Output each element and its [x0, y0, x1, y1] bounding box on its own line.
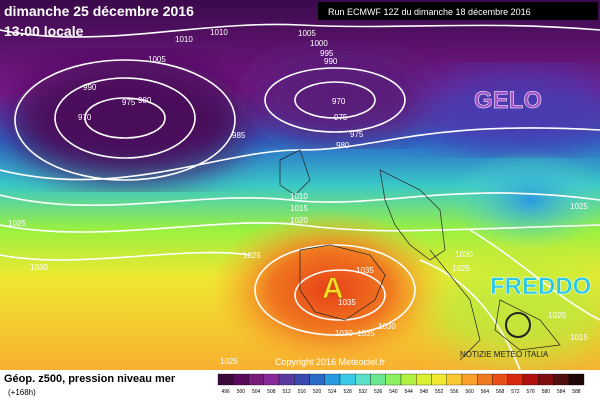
colorbar-swatch: [522, 373, 539, 386]
isobar-label: 1030: [335, 329, 353, 338]
isobar-label: 1005: [298, 29, 316, 38]
map-background: [0, 0, 600, 370]
logo: [505, 312, 531, 338]
footer-lead: (+168h): [8, 388, 36, 397]
colorbar-label: 504: [252, 389, 261, 395]
isobar-label: 1010: [290, 192, 308, 201]
colorbar-label: 564: [481, 389, 490, 395]
isobar-label: 970: [332, 97, 346, 106]
isobar-label: 975: [350, 130, 364, 139]
isobar-label: 1035: [357, 329, 375, 338]
colorbar-swatch: [324, 373, 341, 386]
colorbar-swatch: [568, 373, 585, 386]
colorbar-swatch: [248, 373, 264, 386]
colorbar-swatch: [385, 373, 402, 386]
isobar-label: 1010: [175, 35, 193, 44]
isobar-label: 1020: [548, 311, 566, 320]
isobar-label: 1030: [378, 322, 396, 331]
isobar-label: 975: [122, 98, 136, 107]
time: 13:00 locale: [4, 23, 84, 39]
isobar-label: 1020: [290, 216, 308, 225]
colorbar-swatch: [355, 373, 371, 386]
isobar-label: 1015: [290, 204, 308, 213]
colorbar-swatch: [400, 373, 417, 386]
colorbar-label: 524: [328, 389, 337, 395]
isobar-label: 980: [138, 96, 152, 105]
isobar-label: 975: [334, 113, 348, 122]
colorbar-swatch: [233, 373, 249, 386]
colorbar-swatch: [507, 373, 524, 386]
colorbar-label: 576: [526, 389, 535, 395]
colorbar-label: 544: [404, 389, 413, 395]
gelo-label: GELO: [474, 87, 542, 114]
isobar-label: 1025: [220, 357, 238, 366]
freddo-label: FREDDO: [490, 273, 591, 300]
colorbar-swatch: [446, 373, 463, 386]
brand: NOTIZIE METEO ITALIA: [460, 350, 549, 359]
isobar-label: 1030: [455, 250, 473, 259]
colorbar-label: 588: [572, 389, 581, 395]
isobar-label: 1010: [210, 28, 228, 37]
colorbar-swatch: [278, 373, 295, 386]
colorbar-label: 532: [359, 389, 368, 395]
colorbar-label: 496: [221, 389, 230, 395]
colorbar-label: 568: [496, 389, 505, 395]
isobar-label: 980: [336, 141, 350, 150]
colorbar-swatch: [370, 373, 386, 386]
colorbar-swatch: [339, 373, 356, 386]
colorbar-label: 580: [542, 389, 551, 395]
colorbar-label: 556: [450, 389, 459, 395]
isobar-label: 1025: [243, 251, 261, 260]
date: dimanche 25 décembre 2016: [4, 3, 194, 19]
isobar-label: 1035: [356, 266, 374, 275]
colorbar-label: 560: [465, 389, 474, 395]
colorbar-label: 520: [313, 389, 322, 395]
isobar-label: 1005: [148, 55, 166, 64]
footer-title: Géop. z500, pression niveau mer: [4, 373, 176, 385]
colorbar-label: 500: [237, 389, 246, 395]
colorbar-label: 536: [374, 389, 383, 395]
isobar-label: 985: [232, 131, 246, 140]
colorbar-label: 512: [282, 389, 291, 395]
isobar-label: 1000: [310, 39, 328, 48]
isobar-label: 1030: [30, 263, 48, 272]
isobar-label: 1025: [8, 219, 26, 228]
colorbar-swatch: [263, 373, 280, 386]
isobar-label: 970: [78, 113, 92, 122]
colorbar-label: 584: [557, 389, 566, 395]
colorbar-label: 548: [420, 389, 429, 395]
colorbar: 496 500 504 508 512 516 520 524 528 532 536 540 544 5…: [217, 373, 585, 395]
colorbar-swatch: [309, 373, 325, 386]
colorbar-label: 516: [298, 389, 307, 395]
colorbar-swatch: [431, 373, 447, 386]
colorbar-label: 528: [343, 389, 352, 395]
colorbar-swatch: [492, 373, 508, 386]
isobar-label: 1025: [452, 264, 470, 273]
colorbar-swatch: [477, 373, 493, 386]
colorbar-swatch: [461, 373, 478, 386]
isobar-label: 995: [320, 49, 334, 58]
high-label: A: [322, 272, 344, 305]
colorbar-label: 508: [267, 389, 276, 395]
isobars: [0, 23, 600, 371]
isobar-label: 1015: [570, 333, 588, 342]
colorbar-swatch: [294, 373, 310, 386]
isobar-label: 1035: [338, 298, 356, 307]
colorbar-swatch: [553, 373, 569, 386]
colorbar-label: 552: [435, 389, 444, 395]
copyright: Copyright 2016 Meteociel.fr: [275, 357, 385, 367]
coastlines: [279, 149, 561, 361]
isobar-label: 990: [83, 83, 97, 92]
colorbar-swatch: [416, 373, 432, 386]
colorbar-swatch: [217, 373, 234, 386]
colorbar-swatch: [538, 373, 554, 386]
colorbar-label: 572: [511, 389, 520, 395]
colorbar-label: 540: [389, 389, 398, 395]
run: Run ECMWF 12Z du dimanche 18 décembre 20…: [328, 7, 531, 17]
isobar-label: 1025: [570, 202, 588, 211]
run-box: [318, 2, 598, 20]
isobar-label: 990: [324, 57, 338, 66]
